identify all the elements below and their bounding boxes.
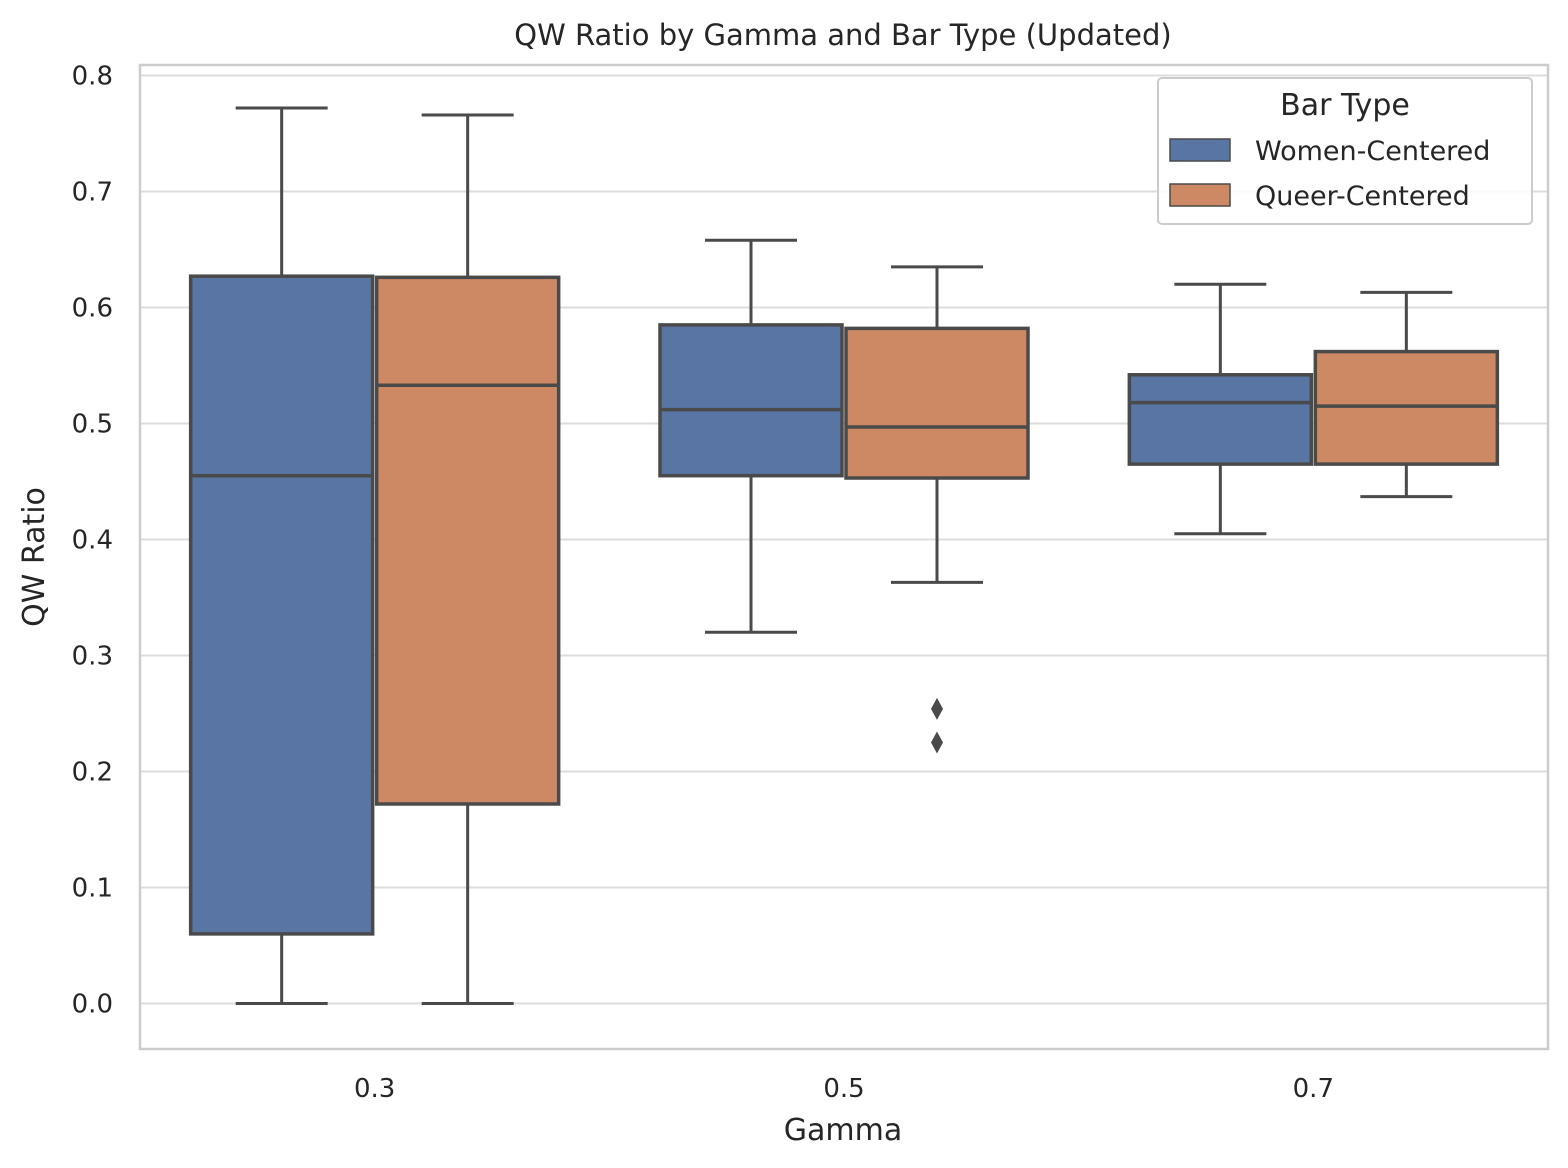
chart-title: QW Ratio by Gamma and Bar Type (Updated) bbox=[514, 18, 1171, 52]
y-tick-label: 0.0 bbox=[72, 990, 113, 1020]
legend-label-women-centered: Women-Centered bbox=[1255, 136, 1490, 167]
box-women-centered-0.3 bbox=[188, 106, 375, 1005]
x-tick-label: 0.3 bbox=[354, 1074, 395, 1104]
y-tick-label: 0.2 bbox=[72, 758, 113, 788]
box-women-centered-0.5 bbox=[658, 238, 844, 634]
y-tick-label: 0.7 bbox=[72, 178, 113, 208]
y-tick-label: 0.5 bbox=[72, 410, 113, 440]
x-axis-title: Gamma bbox=[784, 1113, 902, 1148]
legend-swatch-queer-centered bbox=[1169, 183, 1231, 207]
boxes bbox=[188, 106, 1500, 1005]
box-queer-centered-0.5 bbox=[844, 265, 1030, 754]
box-women-centered-0.7 bbox=[1127, 282, 1314, 536]
box-queer-centered-0.3 bbox=[374, 113, 561, 1005]
plot-frame bbox=[138, 63, 1550, 1051]
legend: Bar Type Women-Centered Queer-Centered bbox=[1157, 77, 1533, 225]
outlier-point bbox=[931, 731, 943, 754]
y-tick-label: 0.3 bbox=[72, 642, 113, 672]
iqr-box bbox=[658, 323, 844, 478]
grid-lines bbox=[140, 74, 1548, 1005]
x-tick-label: 0.5 bbox=[823, 1074, 864, 1104]
iqr-box bbox=[844, 326, 1030, 480]
iqr-box bbox=[1127, 373, 1314, 466]
outlier-point bbox=[931, 697, 943, 720]
y-tick-label: 0.4 bbox=[72, 526, 113, 556]
x-axis-ticks: 0.3 0.5 0.7 bbox=[354, 1074, 1334, 1104]
legend-swatch-women-centered bbox=[1169, 138, 1231, 162]
iqr-box bbox=[188, 274, 375, 936]
y-tick-label: 0.1 bbox=[72, 874, 113, 904]
y-axis-ticks: 0.0 0.1 0.2 0.3 0.4 0.5 0.6 0.7 0.8 bbox=[72, 62, 113, 1020]
iqr-box bbox=[374, 275, 561, 806]
legend-title: Bar Type bbox=[1280, 88, 1410, 123]
y-tick-label: 0.8 bbox=[72, 62, 113, 92]
y-tick-label: 0.6 bbox=[72, 294, 113, 324]
box-queer-centered-0.7 bbox=[1313, 290, 1500, 499]
legend-frame bbox=[1157, 77, 1533, 225]
legend-label-queer-centered: Queer-Centered bbox=[1255, 181, 1470, 212]
y-axis-title: QW Ratio bbox=[17, 487, 52, 627]
x-tick-label: 0.7 bbox=[1293, 1074, 1334, 1104]
